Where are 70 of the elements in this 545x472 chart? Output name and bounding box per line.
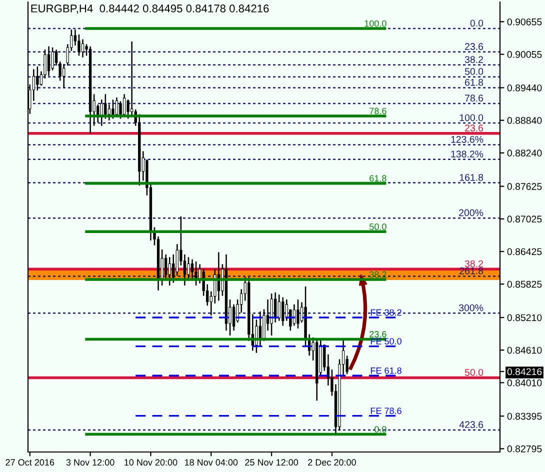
x-tick-label: 25 Nov 12:00 bbox=[245, 459, 298, 466]
series-label: 78.6 bbox=[370, 108, 386, 114]
y-tick-label: 0.85210 bbox=[507, 314, 542, 322]
series-label: 61.8 bbox=[370, 175, 386, 182]
candlestick bbox=[108, 104, 111, 120]
candlestick bbox=[183, 254, 186, 286]
y-tick-label: 0.85825 bbox=[507, 280, 542, 288]
candlestick bbox=[62, 64, 66, 88]
annotation: 261.8 bbox=[460, 267, 484, 274]
y-tick-label: 0.84010 bbox=[507, 379, 542, 386]
annotation: 138.2% bbox=[451, 150, 484, 158]
series-label: 50.0 bbox=[370, 223, 386, 230]
candlestick bbox=[104, 94, 107, 119]
y-tick-label: 0.84610 bbox=[507, 346, 542, 354]
series-label: FE 38.2 bbox=[370, 309, 402, 316]
candlestick bbox=[81, 39, 84, 58]
candlestick bbox=[296, 299, 300, 328]
annotation: 161.8 bbox=[460, 174, 484, 181]
candlestick bbox=[232, 304, 236, 331]
annotation: 78.6 bbox=[465, 94, 484, 102]
series-label: 23.6 bbox=[370, 331, 386, 338]
candlestick bbox=[278, 294, 280, 321]
x-tick-label: 18 Nov 04:00 bbox=[184, 459, 238, 466]
annotation: 23.6 bbox=[465, 124, 484, 132]
annotation: 38.2 bbox=[464, 260, 483, 268]
series-label: 38.2 bbox=[369, 271, 386, 278]
annotation: 200% bbox=[459, 209, 484, 216]
series-label: 100.0 bbox=[364, 20, 386, 27]
x-tick-label: 10 Nov 20:00 bbox=[124, 459, 178, 466]
series-label: 0.0 bbox=[374, 426, 386, 433]
candlestick bbox=[47, 46, 50, 76]
y-tick-label: 0.82795 bbox=[507, 445, 542, 452]
annotation: 61.8 bbox=[465, 78, 484, 86]
candlestick bbox=[187, 257, 190, 278]
annotation: 50.0 bbox=[464, 368, 484, 376]
y-tick-label: 0.90655 bbox=[507, 18, 542, 26]
x-tick-label: 2 Dec 20:00 bbox=[308, 459, 356, 466]
candlestick bbox=[115, 97, 118, 116]
candlestick bbox=[176, 244, 178, 276]
annotation: 123.6% bbox=[451, 136, 484, 143]
candlestick bbox=[100, 100, 103, 126]
candlestick bbox=[36, 66, 39, 91]
annotation: 100.0 bbox=[460, 114, 484, 122]
annotation: 38.2 bbox=[464, 56, 483, 63]
y-tick-label: 0.83395 bbox=[507, 412, 542, 420]
y-tick-label: 0.88240 bbox=[507, 150, 542, 157]
candlestick bbox=[168, 257, 171, 286]
y-tick-label: 0.88840 bbox=[507, 117, 542, 124]
candlestick bbox=[190, 259, 194, 281]
annotation: 23.6 bbox=[465, 43, 484, 50]
y-tick-label: 0.89440 bbox=[507, 84, 542, 92]
series-label: FE 61.8 bbox=[370, 367, 402, 374]
y-tick-label: 0.84216 bbox=[507, 368, 542, 376]
annotation: 0.0 bbox=[470, 20, 484, 27]
candlestick bbox=[122, 94, 126, 116]
candlestick bbox=[112, 100, 114, 119]
candlestick bbox=[119, 101, 122, 119]
annotation: 300% bbox=[458, 304, 484, 312]
annotation: 423.6 bbox=[459, 421, 484, 428]
x-tick-label: 3 Nov 12:00 bbox=[66, 459, 114, 466]
y-tick-label: 0.90055 bbox=[507, 51, 542, 58]
y-tick-label: 0.87625 bbox=[507, 183, 542, 190]
chart-title: EURGBP,H4 0.84442 0.84495 0.84178 0.84216 bbox=[31, 4, 269, 14]
candlestick bbox=[164, 254, 168, 281]
candlestick bbox=[282, 297, 284, 326]
annotation: 50.0 bbox=[464, 68, 484, 75]
x-tick-label: 27 Oct 2016 bbox=[6, 459, 54, 466]
series-label: FE 78.6 bbox=[370, 408, 402, 414]
y-tick-label: 0.87025 bbox=[507, 216, 542, 223]
y-tick-label: 0.86425 bbox=[507, 248, 542, 256]
